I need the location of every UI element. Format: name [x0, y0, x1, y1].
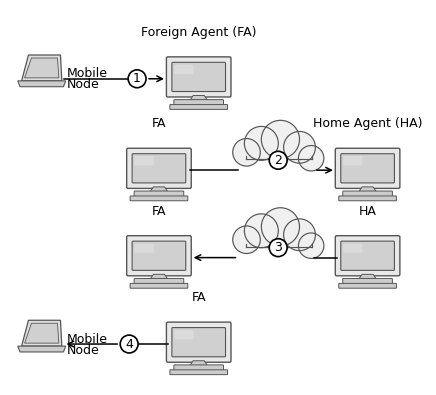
Circle shape [269, 239, 287, 257]
Polygon shape [150, 187, 168, 192]
Circle shape [299, 145, 324, 171]
FancyBboxPatch shape [174, 330, 194, 339]
FancyBboxPatch shape [127, 148, 191, 188]
FancyBboxPatch shape [343, 244, 362, 253]
FancyBboxPatch shape [132, 154, 186, 183]
Polygon shape [359, 274, 376, 279]
Text: Foreign Agent (FA): Foreign Agent (FA) [141, 26, 256, 39]
Circle shape [283, 219, 315, 251]
FancyBboxPatch shape [174, 100, 224, 106]
FancyBboxPatch shape [134, 191, 184, 197]
Text: 3: 3 [274, 241, 282, 254]
Polygon shape [24, 323, 59, 343]
Circle shape [128, 70, 146, 88]
Text: 2: 2 [274, 154, 282, 167]
FancyBboxPatch shape [134, 278, 184, 285]
Text: FA: FA [191, 291, 206, 304]
FancyBboxPatch shape [170, 105, 228, 109]
Text: Mobile: Mobile [67, 67, 108, 80]
FancyBboxPatch shape [167, 322, 231, 362]
FancyBboxPatch shape [135, 156, 154, 166]
FancyBboxPatch shape [339, 196, 396, 201]
FancyBboxPatch shape [174, 365, 224, 371]
FancyBboxPatch shape [341, 241, 395, 270]
FancyBboxPatch shape [339, 283, 396, 288]
Polygon shape [245, 156, 313, 161]
Polygon shape [190, 96, 208, 100]
FancyBboxPatch shape [343, 191, 392, 197]
Circle shape [283, 132, 315, 163]
FancyBboxPatch shape [170, 370, 228, 374]
FancyBboxPatch shape [130, 196, 188, 201]
FancyBboxPatch shape [167, 57, 231, 97]
Text: 4: 4 [125, 338, 133, 350]
Text: Node: Node [67, 344, 99, 357]
FancyBboxPatch shape [135, 244, 154, 253]
Circle shape [245, 126, 278, 160]
Circle shape [233, 139, 260, 166]
FancyBboxPatch shape [172, 327, 225, 357]
Text: Mobile: Mobile [67, 333, 108, 346]
Polygon shape [150, 274, 168, 279]
Circle shape [261, 120, 300, 158]
Text: Node: Node [67, 78, 99, 91]
FancyBboxPatch shape [130, 283, 188, 288]
FancyBboxPatch shape [341, 154, 395, 183]
FancyBboxPatch shape [343, 278, 392, 285]
Polygon shape [18, 346, 66, 352]
Polygon shape [22, 320, 62, 346]
FancyBboxPatch shape [174, 65, 194, 74]
Text: FA: FA [152, 205, 166, 218]
Polygon shape [245, 244, 313, 249]
Circle shape [245, 214, 278, 248]
Polygon shape [359, 187, 376, 192]
Polygon shape [190, 361, 208, 366]
FancyBboxPatch shape [172, 62, 225, 92]
Text: HA: HA [359, 205, 377, 218]
Text: Home Agent (HA): Home Agent (HA) [313, 117, 422, 130]
Circle shape [261, 208, 300, 246]
Polygon shape [18, 81, 66, 87]
Circle shape [120, 335, 138, 353]
Polygon shape [22, 55, 62, 81]
FancyBboxPatch shape [127, 236, 191, 276]
FancyBboxPatch shape [343, 156, 362, 166]
Text: FA: FA [152, 117, 166, 130]
Circle shape [299, 233, 324, 258]
FancyBboxPatch shape [132, 241, 186, 270]
Circle shape [269, 151, 287, 169]
FancyBboxPatch shape [335, 148, 400, 188]
Text: 1: 1 [133, 72, 141, 85]
Circle shape [233, 226, 260, 254]
FancyBboxPatch shape [335, 236, 400, 276]
Polygon shape [24, 58, 59, 78]
